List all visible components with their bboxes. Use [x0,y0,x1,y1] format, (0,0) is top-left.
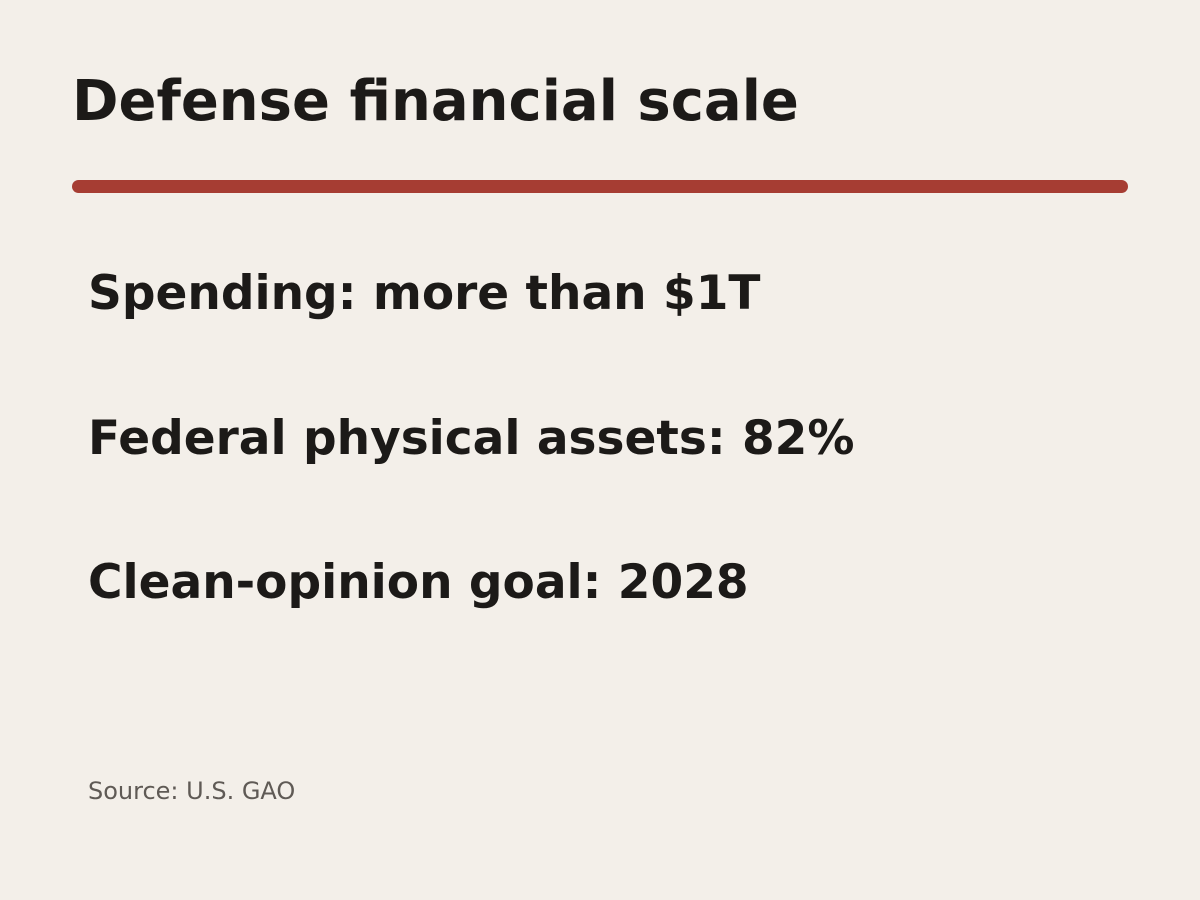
source: Source: U.S. GAO [88,777,296,805]
stat-item: Federal physical assets: 82% [88,411,855,466]
divider [72,180,1128,193]
title: Defense financial scale [72,69,799,134]
stat-item: Clean-opinion goal: 2028 [88,555,749,610]
stat-item: Spending: more than $1T [88,266,761,321]
